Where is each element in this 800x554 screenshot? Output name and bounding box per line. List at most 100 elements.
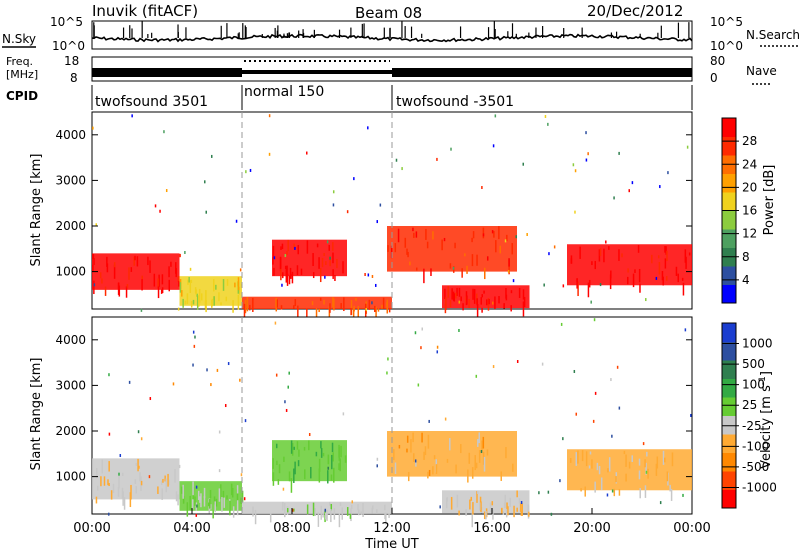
echo-pixel (473, 288, 476, 304)
echo-pixel (446, 458, 449, 463)
echo-pixel (488, 298, 490, 305)
echo-pixel (423, 268, 425, 284)
colorbar-swatch (722, 192, 736, 211)
echo-pixel (428, 469, 431, 476)
echo-speckle (476, 490, 479, 494)
echo-speckle (194, 335, 196, 339)
echo-pixel (322, 512, 324, 518)
echo-speckle (464, 253, 466, 257)
echo-pixel (312, 502, 315, 517)
echo-pixel (329, 257, 331, 267)
echo-pixel (218, 488, 221, 502)
nsearch-label: N.Search (746, 28, 800, 42)
echo-speckle (282, 487, 285, 491)
echo-speckle (659, 185, 661, 189)
echo-speckle (210, 383, 212, 387)
echo-pixel (280, 267, 282, 281)
echo-speckle (562, 284, 565, 288)
echo-speckle (414, 331, 417, 335)
echo-pixel (208, 502, 210, 507)
echo-pixel (627, 276, 629, 285)
echo-pixel (350, 307, 352, 316)
echo-speckle (605, 240, 607, 244)
echo-pixel (482, 227, 485, 239)
echo-pixel (591, 261, 593, 266)
echo-pixel (332, 452, 334, 462)
echo-speckle (275, 373, 278, 377)
echo-pixel (476, 254, 478, 266)
echo-pixel (157, 486, 159, 494)
echo-pixel (101, 463, 103, 473)
echo-pixel (192, 481, 194, 496)
echo-speckle (374, 283, 377, 287)
echo-pixel (294, 461, 296, 475)
echo-pixel (376, 509, 378, 514)
x-tick-label: 04:00 (173, 521, 210, 536)
echo-pixel (153, 273, 156, 287)
noise-tick-left-top: 10^5 (50, 15, 83, 29)
echo-pixel (351, 504, 353, 509)
echo-pixel (483, 290, 485, 294)
echo-pixel (608, 246, 610, 250)
echo-pixel (478, 450, 481, 463)
echo-pixel (415, 459, 417, 467)
echo-speckle (108, 432, 111, 436)
echo-speckle (688, 252, 691, 256)
echo-pixel (462, 303, 464, 311)
echo-pixel (424, 446, 427, 456)
echo-pixel (327, 470, 329, 484)
echo-pixel (175, 491, 178, 502)
echo-pixel (230, 483, 233, 496)
x-tick-label: 12:00 (373, 521, 410, 536)
echo-pixel (613, 488, 616, 497)
echo-speckle (376, 220, 379, 224)
echo-pixel (609, 274, 612, 290)
echo-pixel (505, 447, 507, 459)
echo-speckle (613, 196, 615, 200)
echo-speckle (371, 301, 373, 305)
echo-pixel (296, 265, 299, 275)
echo-speckle (585, 158, 588, 162)
cpid-segment-1: twofsound 3501 (95, 94, 208, 110)
echo-pixel (404, 237, 407, 248)
echo-speckle (458, 300, 461, 304)
echo-pixel (321, 257, 324, 268)
echo-speckle (128, 380, 131, 384)
colorbar-tick-label: 16 (742, 204, 757, 218)
echo-pixel (387, 245, 389, 252)
echo-speckle (379, 203, 382, 207)
echo-pixel (343, 297, 345, 312)
echo-pixel (170, 261, 172, 267)
echo-pixel (332, 269, 334, 279)
echo-speckle (163, 130, 165, 134)
echo-speckle (589, 451, 592, 455)
echo-pixel (493, 231, 495, 238)
echo-pixel (603, 248, 605, 263)
echo-pixel (472, 231, 475, 239)
freq-band-1 (92, 68, 242, 77)
echo-pixel (178, 281, 180, 287)
echo-pixel (413, 453, 415, 462)
echo-pixel (644, 459, 646, 468)
velocity-y-ticks: 1000 2000 3000 4000 (55, 333, 692, 484)
echo-speckle (119, 454, 122, 458)
echo-pixel (332, 242, 334, 251)
echo-pixel (161, 287, 164, 294)
echo-pixel (338, 513, 341, 528)
echo-pixel (576, 278, 578, 283)
echo-pixel (481, 440, 483, 453)
y-tick-label: 2000 (55, 424, 86, 438)
echo-pixel (330, 509, 332, 523)
echo-speckle (588, 465, 591, 469)
echo-speckle (543, 283, 545, 287)
x-tick-label: 00:00 (73, 521, 110, 536)
echo-pixel (308, 440, 310, 451)
echo-speckle (294, 246, 296, 250)
echo-speckle (492, 365, 495, 369)
echo-pixel (664, 457, 666, 463)
echo-speckle (306, 151, 308, 155)
noise-panel: 10^5 10^0 10^5 10^0 N.Sky N.Search (2, 15, 800, 53)
echo-pixel (441, 239, 443, 251)
velocity-ylabel: Slant Range [km] (29, 358, 44, 471)
power-y-ticks: 1000 2000 3000 4000 (55, 128, 692, 279)
